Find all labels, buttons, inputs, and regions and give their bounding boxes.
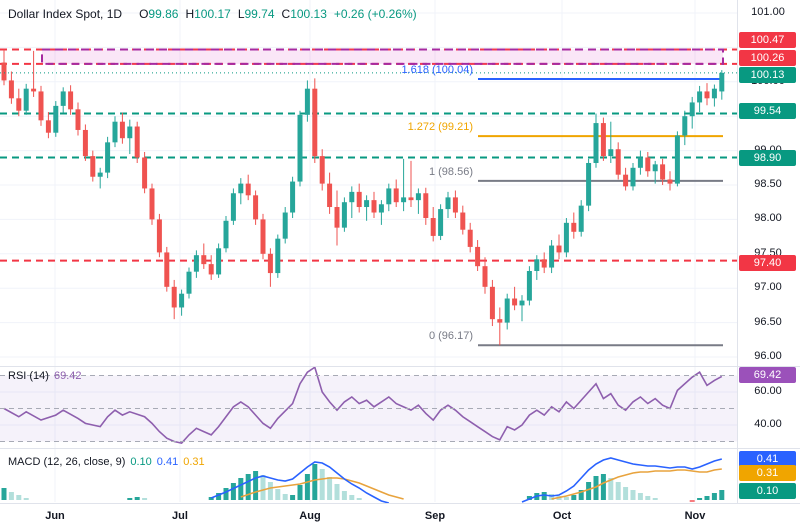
price-badge: 100.47	[739, 32, 796, 48]
price-axis-label: 98.50	[754, 178, 782, 190]
price-axis-label: 97.00	[754, 281, 782, 294]
pane-separator[interactable]	[0, 448, 800, 449]
candles-layer	[1, 49, 725, 346]
time-axis-label: Jul	[172, 510, 188, 522]
level-lines-layer[interactable]	[0, 48, 737, 262]
macd-signal-value: 0.31	[183, 456, 205, 468]
fib-level-label[interactable]: 1 (98.56)	[428, 165, 473, 178]
rsi-value-badge: 69.42	[739, 367, 796, 383]
resistance-zone-box[interactable]	[41, 48, 724, 65]
price-badge: 100.13	[739, 67, 796, 83]
pane-separator[interactable]	[0, 366, 800, 367]
price-badge: 97.40	[739, 255, 796, 271]
fib-level-label[interactable]: 1.272 (99.21)	[407, 121, 473, 134]
macd-main-line	[210, 461, 390, 504]
price-badge: 98.90	[739, 150, 796, 166]
price-badge: 99.54	[739, 103, 796, 119]
high-label: H	[185, 7, 195, 21]
price-axis-label: 101.00	[751, 6, 785, 18]
macd-legend: MACD (12, 26, close, 9) 0.10 0.41 0.31	[8, 456, 205, 468]
macd-value-badge: 0.10	[739, 483, 796, 499]
rsi-title-label[interactable]: RSI (14)	[8, 370, 49, 382]
symbol-legend: Dollar Index Spot, 1D O99.86 H100.17 L99.74…	[8, 7, 417, 21]
rsi-value: 69.42	[53, 370, 82, 382]
close-label: C	[281, 7, 291, 21]
macd-main-line	[521, 457, 723, 503]
high-value: 100.17	[194, 7, 231, 21]
low-label: L	[237, 7, 245, 21]
time-axis-label: Sep	[424, 510, 446, 522]
open-value: 99.86	[148, 7, 179, 21]
macd-layer	[1, 457, 725, 504]
macd-value-badge: 0.41	[739, 451, 796, 467]
time-axis-label: Jun	[45, 510, 65, 522]
macd-line-value: 0.41	[156, 456, 179, 468]
macd-title-label[interactable]: MACD (12, 26, close, 9)	[8, 456, 126, 468]
price-axis-label: 98.00	[754, 212, 782, 225]
fib-lines-layer[interactable]	[478, 78, 723, 347]
close-value: 100.13	[290, 7, 327, 21]
rsi-line	[3, 365, 723, 445]
open-label: O	[139, 7, 149, 21]
macd-value-badge: 0.31	[739, 465, 796, 481]
symbol-title[interactable]: Dollar Index Spot, 1D	[8, 7, 123, 21]
time-axis-label: Aug	[299, 510, 321, 522]
price-axis-label: 96.00	[754, 350, 782, 362]
time-axis-label: Oct	[552, 510, 572, 522]
macd-signal-line	[551, 468, 722, 500]
macd-signal-line	[240, 477, 404, 500]
low-value: 99.74	[244, 7, 275, 21]
rsi-layer	[0, 365, 737, 445]
macd-hist-value: 0.10	[130, 456, 152, 468]
time-axis-label: Nov	[684, 510, 706, 522]
change-value: +0.26 (+0.26%)	[333, 7, 417, 21]
time-axis-border	[0, 503, 800, 504]
price-axis-label: 96.50	[754, 315, 782, 328]
grid-layer	[0, 0, 737, 502]
fib-level-label[interactable]: 1.618 (100.04)	[401, 64, 473, 77]
rsi-legend: RSI (14) 69.42	[8, 370, 82, 382]
price-badge: 100.26	[739, 50, 796, 66]
price-axis-border	[737, 0, 738, 503]
fib-level-label[interactable]: 0 (96.17)	[428, 330, 473, 343]
rsi-axis-label: 60.00	[754, 385, 782, 397]
rsi-axis-label: 40.00	[754, 418, 782, 430]
